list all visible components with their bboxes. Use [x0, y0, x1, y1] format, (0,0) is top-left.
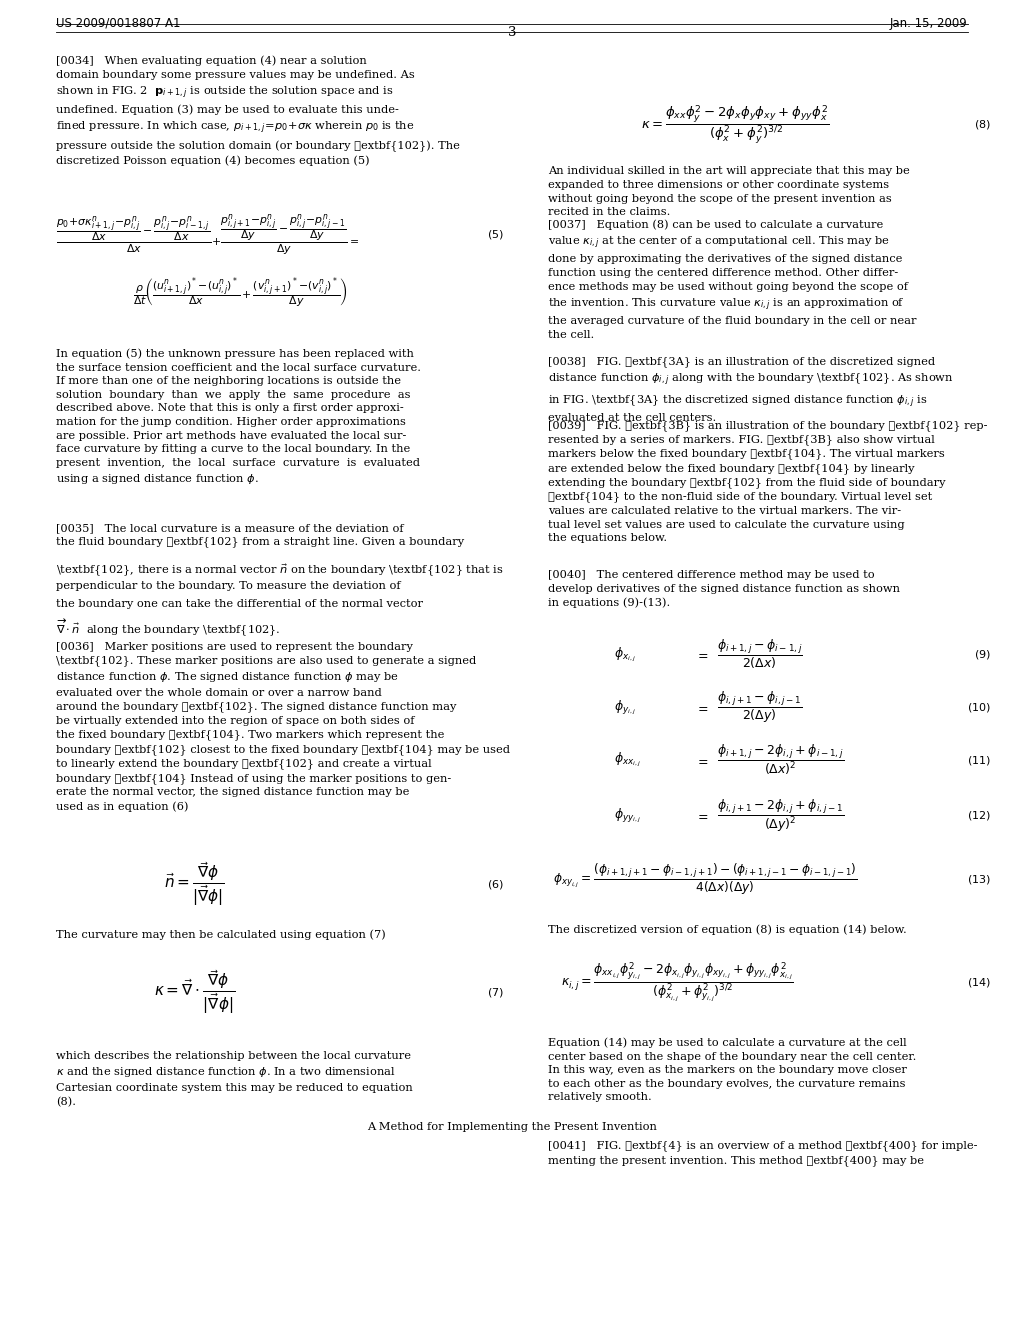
Text: $\phi_{yy_{i,j}}$: $\phi_{yy_{i,j}}$: [614, 807, 642, 825]
Text: [0036]   Marker positions are used to represent the boundary
\textbf{102}. These: [0036] Marker positions are used to repr…: [56, 642, 510, 812]
Text: $(5)$: $(5)$: [487, 228, 504, 242]
Text: A Method for Implementing the Present Invention: A Method for Implementing the Present In…: [367, 1122, 657, 1133]
Text: which describes the relationship between the local curvature
$\kappa$ and the si: which describes the relationship between…: [56, 1051, 413, 1107]
Text: $(7)$: $(7)$: [487, 986, 504, 999]
Text: $=$: $=$: [694, 754, 709, 767]
Text: [0038]   FIG. 	extbf{3A} is an illustration of the discretized signed
distance f: [0038] FIG. extbf{3A} is an illustration…: [548, 356, 953, 424]
Text: perpendicular to the boundary. To measure the deviation of: perpendicular to the boundary. To measur…: [56, 581, 401, 591]
Text: [0037]   Equation (8) can be used to calculate a curvature
value $\kappa_{i,j}$ : [0037] Equation (8) can be used to calcu…: [548, 219, 916, 341]
Text: $=$: $=$: [694, 701, 709, 714]
Text: $\phi_{xx_{i,j}}$: $\phi_{xx_{i,j}}$: [614, 751, 642, 770]
Text: $(9)$: $(9)$: [975, 648, 991, 661]
Text: $\kappa = \vec{\nabla} \cdot \dfrac{\vec{\nabla}\phi}{|\vec{\nabla}\phi|}$: $\kappa = \vec{\nabla} \cdot \dfrac{\vec…: [154, 969, 236, 1016]
Text: The curvature may then be calculated using equation (7): The curvature may then be calculated usi…: [56, 929, 386, 940]
Text: $(10)$: $(10)$: [968, 701, 991, 714]
Text: [0041]   FIG. 	extbf{4} is an overview of a method 	extbf{400} for imple-
mentin: [0041] FIG. extbf{4} is an overview of a…: [548, 1140, 977, 1166]
Text: $\dfrac{\phi_{i+1,j} - \phi_{i-1,j}}{2(\Delta x)}$: $\dfrac{\phi_{i+1,j} - \phi_{i-1,j}}{2(\…: [717, 638, 803, 672]
Text: The discretized version of equation (8) is equation (14) below.: The discretized version of equation (8) …: [548, 924, 906, 935]
Text: $=$: $=$: [694, 809, 709, 822]
Text: $(13)$: $(13)$: [968, 873, 991, 886]
Text: $\phi_{y_{i,j}}$: $\phi_{y_{i,j}}$: [614, 698, 636, 717]
Text: $(14)$: $(14)$: [968, 975, 991, 989]
Text: $\dfrac{\phi_{i,j+1} - \phi_{i,j-1}}{2(\Delta y)}$: $\dfrac{\phi_{i,j+1} - \phi_{i,j-1}}{2(\…: [717, 690, 803, 725]
Text: $\phi_{xy_{i,j}} = \dfrac{(\phi_{i+1,j+1} - \phi_{i-1,j+1}) - (\phi_{i+1,j-1} - : $\phi_{xy_{i,j}} = \dfrac{(\phi_{i+1,j+1…: [553, 862, 858, 896]
Text: US 2009/0018807 A1: US 2009/0018807 A1: [56, 16, 181, 29]
Text: $\vec{n} = \dfrac{\vec{\nabla}\phi}{|\vec{\nabla}\phi|}$: $\vec{n} = \dfrac{\vec{\nabla}\phi}{|\ve…: [164, 861, 225, 908]
Text: Jan. 15, 2009: Jan. 15, 2009: [890, 16, 968, 29]
Text: $\dfrac{\phi_{i+1,j} - 2\phi_{i,j} + \phi_{i-1,j}}{(\Delta x)^2}$: $\dfrac{\phi_{i+1,j} - 2\phi_{i,j} + \ph…: [717, 743, 844, 777]
Text: $(6)$: $(6)$: [487, 878, 504, 891]
Text: $\kappa_{i,j} = \dfrac{\phi_{xx_{i,j}}\phi^2_{y_{i,j}} - 2\phi_{x_{i,j}}\phi_{y_: $\kappa_{i,j} = \dfrac{\phi_{xx_{i,j}}\p…: [561, 960, 794, 1005]
Text: In equation (5) the unknown pressure has been replaced with
the surface tension : In equation (5) the unknown pressure has…: [56, 348, 421, 486]
Text: $(11)$: $(11)$: [968, 754, 991, 767]
Text: $\phi_{x_{i,j}}$: $\phi_{x_{i,j}}$: [614, 645, 636, 664]
Text: the boundary one can take the differential of the normal vector: the boundary one can take the differenti…: [56, 599, 423, 610]
Text: Equation (14) may be used to calculate a curvature at the cell
center based on t: Equation (14) may be used to calculate a…: [548, 1038, 916, 1102]
Text: [0039]   FIG. 	extbf{3B} is an illustration of the boundary 	extbf{102} rep-
res: [0039] FIG. extbf{3B} is an illustration…: [548, 420, 987, 544]
Text: $\dfrac{\dfrac{p_0\!+\!\sigma\kappa^n_{i+1,j}\!-\!p^n_{i,j}}{\Delta x} - \dfrac{: $\dfrac{\dfrac{p_0\!+\!\sigma\kappa^n_{i…: [56, 213, 359, 257]
Text: $\kappa = \dfrac{\phi_{xx}\phi_y^2 - 2\phi_x\phi_y\phi_{xy} + \phi_{yy}\phi_x^2}: $\kappa = \dfrac{\phi_{xx}\phi_y^2 - 2\p…: [641, 103, 829, 145]
Text: $=$: $=$: [694, 648, 709, 661]
Text: [0034]   When evaluating equation (4) near a solution
domain boundary some press: [0034] When evaluating equation (4) near…: [56, 55, 460, 166]
Text: [0035]   The local curvature is a measure of the deviation of
the fluid boundary: [0035] The local curvature is a measure …: [56, 523, 465, 546]
Text: $(8)$: $(8)$: [975, 117, 991, 131]
Text: [0040]   The centered difference method may be used to
develop derivatives of th: [0040] The centered difference method ma…: [548, 570, 900, 609]
Text: $\dfrac{\phi_{i,j+1} - 2\phi_{i,j} + \phi_{i,j-1}}{(\Delta y)^2}$: $\dfrac{\phi_{i,j+1} - 2\phi_{i,j} + \ph…: [717, 797, 844, 834]
Text: $(12)$: $(12)$: [968, 809, 991, 822]
Text: 3: 3: [508, 26, 516, 40]
Text: $\overrightarrow{\nabla} \cdot \vec{n}$  along the boundary \textbf{102}.: $\overrightarrow{\nabla} \cdot \vec{n}$ …: [56, 618, 281, 639]
Text: An individual skilled in the art will appreciate that this may be
expanded to th: An individual skilled in the art will ap…: [548, 166, 909, 216]
Text: \textbf{102}, there is a normal vector $\vec{n}$ on the boundary \textbf{102} th: \textbf{102}, there is a normal vector $…: [56, 562, 504, 578]
Text: $\dfrac{\rho}{\Delta t}\!\left(\dfrac{(u^n_{i+1,j})^*\!-\!(u^n_{i,j})^*}{\Delta : $\dfrac{\rho}{\Delta t}\!\left(\dfrac{(u…: [133, 276, 347, 310]
